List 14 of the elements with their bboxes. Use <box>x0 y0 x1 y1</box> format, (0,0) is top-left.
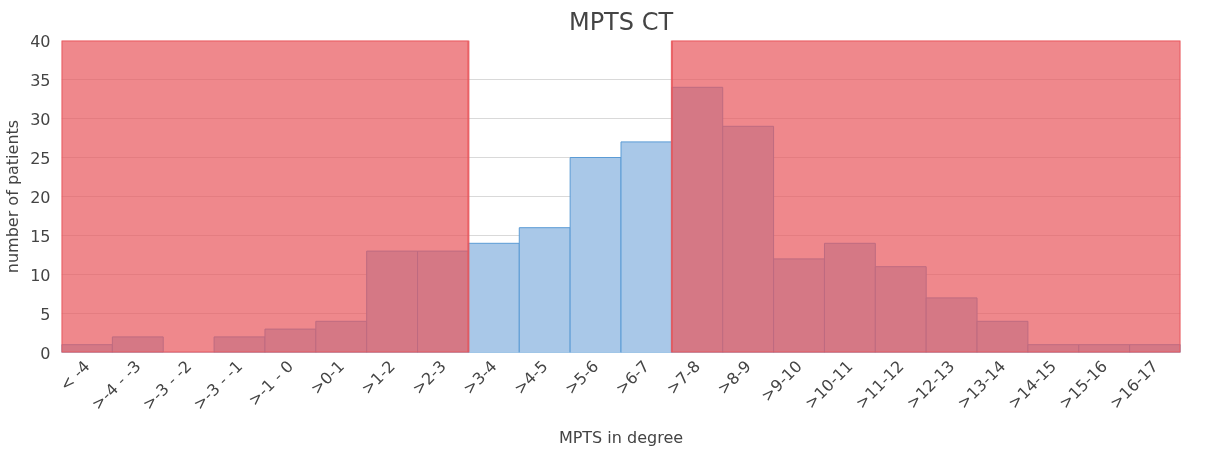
y-tick-label: 20 <box>30 187 51 207</box>
x-tick-label: >-1 - 0 <box>244 356 298 410</box>
y-tick-label: 15 <box>30 226 51 246</box>
y-tick-label: 5 <box>40 304 51 324</box>
x-axis-title: MPTS in degree <box>558 428 684 448</box>
y-tick-label: 30 <box>30 109 51 129</box>
x-tick-label: < -4 <box>55 356 94 395</box>
chart-title: MPTS CT <box>568 7 674 36</box>
y-tick-label: 35 <box>30 70 51 90</box>
y-tick-label: 25 <box>30 148 51 168</box>
y-axis-title: number of patients <box>3 119 23 274</box>
y-tick-label: 0 <box>40 343 51 363</box>
y-tick-label: 40 <box>30 31 51 51</box>
y-tick-label: 10 <box>30 265 51 285</box>
